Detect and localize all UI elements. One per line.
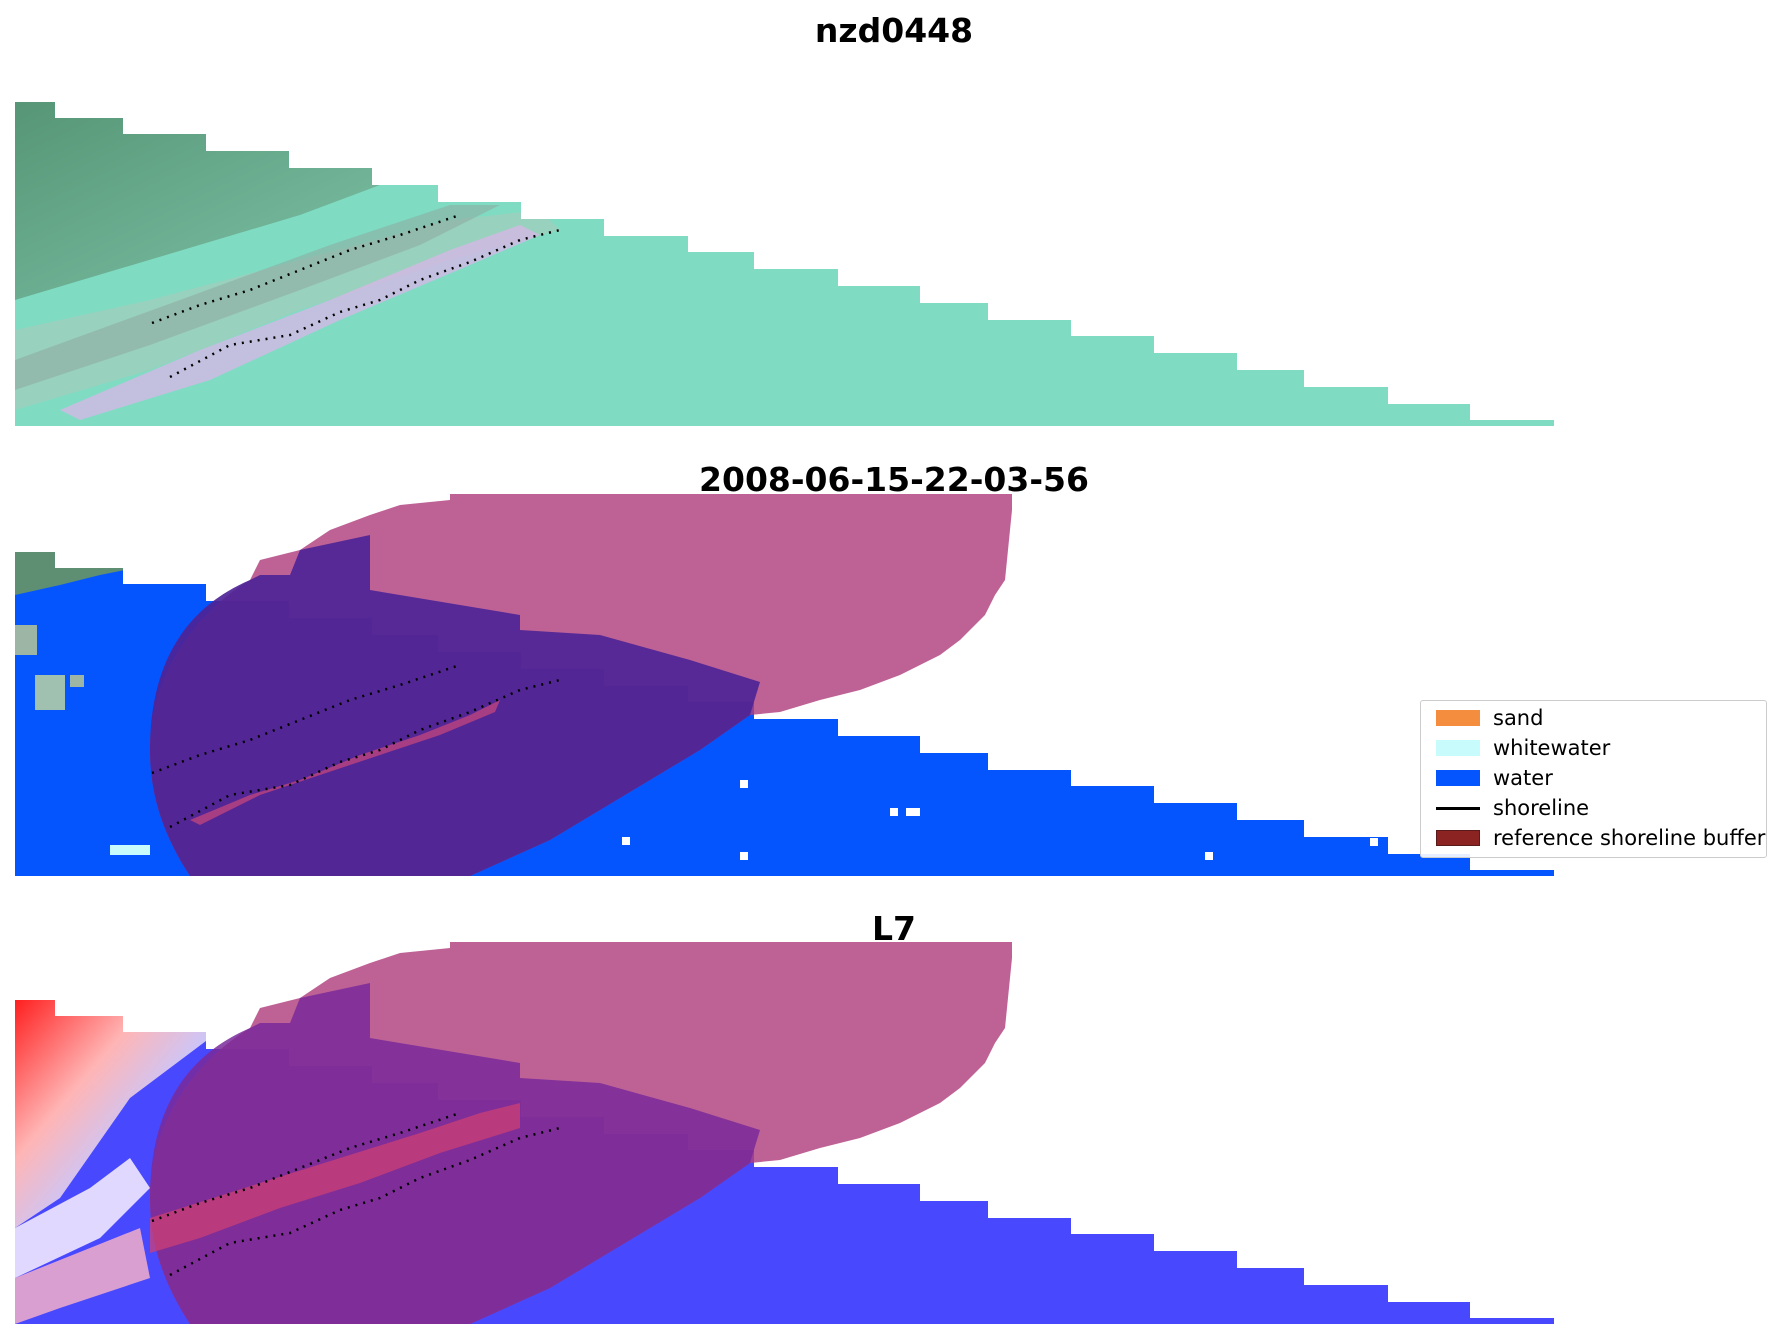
- legend-item-whitewater: whitewater: [1429, 735, 1759, 761]
- beach-band: [150, 1103, 520, 1253]
- legend-item-buffer: reference shoreline buffer: [1429, 825, 1765, 851]
- legend-label-water: water: [1493, 766, 1553, 790]
- shoreline-buffer-over-water: [150, 535, 760, 876]
- legend-item-sand: sand: [1429, 705, 1759, 731]
- rgb-image: [15, 102, 1554, 426]
- legend-label-whitewater: whitewater: [1493, 736, 1611, 760]
- legend: sand whitewater water shoreline referenc…: [1420, 700, 1767, 858]
- legend-item-shoreline: shoreline: [1429, 795, 1759, 821]
- shoreline-lower: [169, 228, 561, 379]
- shoreline-buffer-over-water: [150, 983, 760, 1324]
- classified-image-panel: [15, 494, 1554, 876]
- legend-label-sand: sand: [1493, 706, 1544, 730]
- whitewater-swatch: [1436, 740, 1480, 756]
- water-swatch: [1436, 770, 1480, 786]
- panel-title-rgb: nzd0448: [814, 11, 974, 50]
- buffer-swatch: [1436, 830, 1480, 846]
- panel-title-index: L7: [872, 909, 916, 948]
- legend-label-buffer: reference shoreline buffer: [1493, 826, 1766, 850]
- index-image-panel: [15, 942, 1554, 1324]
- sand-pixels-lower: [190, 700, 500, 825]
- sand-swatch: [1436, 710, 1480, 726]
- shoreline-line-swatch: [1436, 807, 1480, 810]
- panel-title-classified: 2008-06-15-22-03-56: [699, 460, 1089, 499]
- legend-label-shoreline: shoreline: [1493, 796, 1590, 820]
- legend-item-water: water: [1429, 765, 1759, 791]
- shoreline-lower: [169, 678, 561, 829]
- shoreline-lower: [169, 1126, 561, 1277]
- rgb-image-panel: [15, 102, 1554, 426]
